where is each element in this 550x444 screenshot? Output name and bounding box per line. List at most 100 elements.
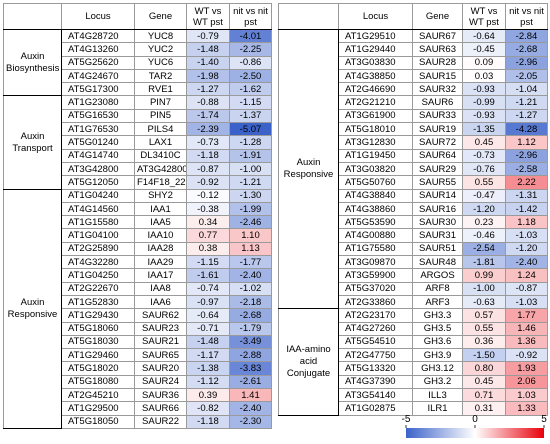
- gene: SAUR36: [134, 388, 187, 403]
- locus: AT5G18060: [61, 321, 135, 336]
- row: AT3G03830 SAUR28 0.09 -2.96: [279, 55, 548, 70]
- value-cell: -1.62: [229, 82, 272, 97]
- gene: SAUR16: [412, 201, 463, 217]
- value-cell: -0.71: [186, 321, 230, 336]
- row: AT5G18020 SAUR20 -1.38 -3.83: [4, 361, 272, 376]
- group-label: Auxin Responsive: [278, 28, 339, 310]
- colorbar-tick-label: 5: [541, 414, 547, 425]
- gene: SAUR29: [412, 161, 463, 177]
- row: AT4G14740 DL3410C -1.18 -1.91: [4, 148, 272, 163]
- value-cell: -1.20: [462, 201, 506, 217]
- value-cell: -2.96: [505, 148, 548, 163]
- value-cell: 1.33: [505, 401, 548, 416]
- locus: AT1G29430: [61, 308, 135, 323]
- gene: GH3.12: [412, 361, 463, 376]
- row: AT5G37020 ARF8 -1.00 -0.87: [279, 281, 548, 296]
- gene: SAUR55: [412, 175, 463, 190]
- locus: AT4G27260: [338, 321, 413, 336]
- row: AT1G02875 ILR1 0.31 1.33: [279, 401, 548, 416]
- gene: IAA28: [134, 241, 187, 257]
- value-cell: -1.00: [462, 281, 506, 296]
- value-cell: 0.23: [462, 215, 506, 230]
- gene: SHY2: [134, 188, 187, 203]
- value-cell: 0.57: [462, 308, 506, 323]
- value-cell: -0.47: [462, 188, 506, 203]
- value-cell: -0.93: [462, 108, 506, 124]
- value-cell: -1.28: [229, 135, 272, 150]
- gene: PIN5: [134, 108, 187, 124]
- gene: IAA17: [134, 268, 187, 283]
- value-cell: -0.97: [186, 294, 230, 310]
- value-cell: -1.03: [505, 228, 548, 243]
- gene: YUC2: [134, 42, 187, 57]
- header-cell: nit vs nit pst: [229, 3, 272, 30]
- locus: AT1G19450: [338, 148, 413, 163]
- value-cell: -0.79: [186, 28, 230, 44]
- value-cell: 0.99: [462, 268, 506, 283]
- row: AT5G18080 SAUR24 -1.12 -2.61: [4, 374, 272, 390]
- value-cell: -2.40: [229, 401, 272, 416]
- row: AT3G12830 SAUR72 0.45 1.12: [279, 135, 548, 150]
- row: Auxin Biosynthesis AT4G28720 YUC8 -0.79 -4.0…: [3, 28, 272, 97]
- locus: AT2G47750: [338, 348, 413, 363]
- row: AT3G59900 ARGOS 0.99 1.24: [279, 268, 548, 283]
- locus: AT5G17300: [61, 82, 135, 97]
- locus: AT1G75580: [338, 241, 413, 257]
- gene: TAR2: [134, 68, 187, 84]
- locus: AT1G04100: [61, 228, 135, 243]
- row: AT2G33860 ARF3 -0.63 -1.03: [279, 294, 548, 310]
- value-cell: 1.10: [229, 228, 272, 243]
- row: AT5G54510 GH3.6 0.36 1.36: [279, 334, 548, 350]
- row: AT5G12050 F14F18_220 -0.92 -1.21: [4, 175, 272, 190]
- value-cell: -0.46: [462, 228, 506, 243]
- locus: AT5G54510: [338, 334, 413, 350]
- row: Auxin Responsive AT1G04240 SHY2 -0.12 -1.30: [3, 188, 272, 429]
- row: AT2G25890 IAA28 0.38 1.13: [4, 241, 272, 257]
- gene: GH3.6: [412, 334, 463, 350]
- value-cell: 0.55: [462, 175, 506, 190]
- gene: SAUR14: [412, 188, 463, 203]
- value-cell: -1.17: [186, 348, 230, 363]
- value-cell: -3.49: [229, 334, 272, 350]
- gene: YUC8: [134, 28, 187, 44]
- gene: IAA8: [134, 281, 187, 296]
- locus: AT5G25620: [61, 55, 135, 70]
- group-label: Auxin Biosynthesis: [3, 28, 62, 97]
- gene: SAUR32: [412, 82, 463, 97]
- gene: IAA6: [134, 294, 187, 310]
- header-cell: [278, 3, 339, 30]
- value-cell: 0.34: [186, 215, 230, 230]
- locus: AT3G54140: [338, 388, 413, 403]
- value-cell: -0.92: [505, 348, 548, 363]
- gene: SAUR23: [134, 321, 187, 336]
- colorbar-scale: [406, 428, 544, 438]
- value-cell: -1.79: [229, 321, 272, 336]
- row: AT3G61900 SAUR33 -0.93 -1.27: [279, 108, 548, 124]
- locus: AT2G23170: [338, 308, 413, 323]
- locus: AT1G15580: [61, 215, 135, 230]
- row: AT4G38840 SAUR14 -0.47 -1.31: [279, 188, 548, 203]
- row: AT4G24670 TAR2 -1.98 -2.50: [4, 68, 272, 84]
- gene: SAUR66: [134, 401, 187, 416]
- row: AT4G13260 YUC2 -1.48 -2.25: [4, 42, 272, 57]
- gene: AT3G42800: [134, 161, 187, 177]
- gene: GH3.3: [412, 308, 463, 323]
- locus: AT3G03830: [338, 55, 413, 70]
- locus: AT4G38850: [338, 68, 413, 84]
- locus: AT1G29460: [61, 348, 135, 363]
- locus: AT5G01240: [61, 135, 135, 150]
- value-cell: 0.45: [462, 374, 506, 390]
- gene: IAA10: [134, 228, 187, 243]
- value-cell: -1.38: [186, 361, 230, 376]
- gene: SAUR6: [412, 95, 463, 110]
- locus: AT4G37390: [338, 374, 413, 390]
- header-cell: Locus: [61, 3, 135, 30]
- gene: DL3410C: [134, 148, 187, 163]
- gene: GH3.9: [412, 348, 463, 363]
- value-cell: -0.73: [186, 135, 230, 150]
- value-cell: 0.39: [186, 388, 230, 403]
- value-cell: 1.13: [229, 241, 272, 257]
- value-cell: -1.04: [505, 82, 548, 97]
- gene: SAUR62: [134, 308, 187, 323]
